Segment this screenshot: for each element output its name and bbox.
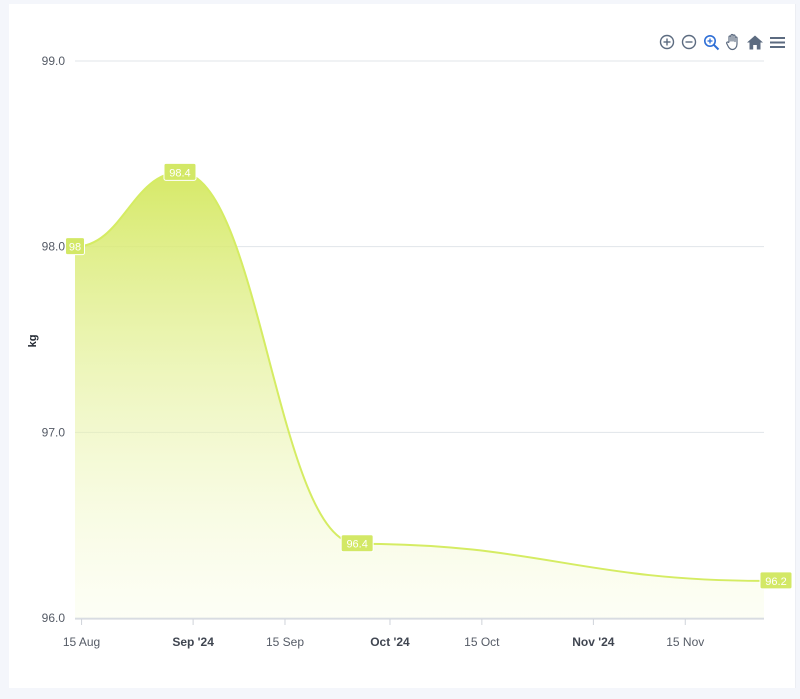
series-line	[74, 171, 765, 582]
y-tick-label: 97.0	[42, 425, 66, 439]
zoom-in-icon[interactable]	[657, 32, 677, 52]
data-label-text: 98	[69, 242, 81, 254]
y-tick-label: 96.0	[42, 611, 66, 625]
series-area	[75, 172, 764, 618]
data-label: 96.2	[759, 571, 793, 590]
data-label: 98	[65, 237, 85, 256]
data-label-bg	[340, 534, 374, 553]
weight-area-chart: 99.0 98.0 97.0 96.0 15 Aug Sep '24 15 Sep Oct '…	[27, 54, 793, 649]
y-axis-title: kg	[27, 335, 39, 348]
x-tick-label: Sep '24	[172, 635, 214, 649]
hand-icon[interactable]	[723, 32, 743, 52]
data-label-text: 98.4	[169, 167, 190, 179]
chart-toolbar	[657, 32, 787, 52]
data-label-bg	[163, 162, 197, 181]
chart-card: 99.0 98.0 97.0 96.0 15 Aug Sep '24 15 Sep Oct '…	[9, 4, 796, 688]
magnifier-icon[interactable]	[701, 32, 721, 52]
hamburger-menu-icon[interactable]	[767, 32, 787, 52]
data-label: 96.4	[340, 534, 374, 553]
x-tick-label: 15 Nov	[666, 635, 704, 649]
data-label: 98.4	[163, 162, 197, 181]
x-tick-label: 15 Oct	[464, 635, 500, 649]
x-tick-label: Nov '24	[572, 635, 615, 649]
home-icon[interactable]	[745, 32, 765, 52]
y-tick-label: 98.0	[42, 240, 66, 254]
data-label-bg	[65, 237, 85, 256]
data-label-text: 96.2	[765, 576, 786, 588]
x-tick-label: Oct '24	[370, 635, 410, 649]
y-tick-label: 99.0	[42, 54, 66, 68]
data-label-bg	[759, 571, 793, 590]
x-tick-label: 15 Sep	[266, 635, 304, 649]
data-label-text: 96.4	[346, 539, 367, 551]
zoom-out-icon[interactable]	[679, 32, 699, 52]
x-tick-label: 15 Aug	[63, 635, 100, 649]
